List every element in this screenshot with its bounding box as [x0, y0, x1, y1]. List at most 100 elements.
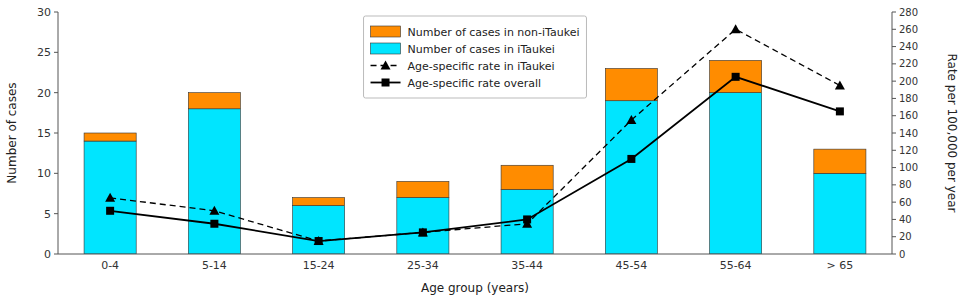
bar	[605, 101, 657, 254]
y-tick-label: 30	[37, 6, 51, 19]
marker	[210, 220, 218, 228]
bar	[710, 60, 762, 92]
legend-item: Number of cases in non-iTaukei	[371, 26, 580, 39]
y2-tick	[892, 81, 896, 82]
y-tick-label: 25	[37, 46, 51, 59]
bar	[397, 198, 449, 254]
bar	[501, 165, 553, 189]
y-tick-label: 0	[44, 248, 51, 261]
legend-label: Number of cases in iTaukei	[408, 43, 555, 56]
x-tick-label: 0-4	[101, 259, 119, 272]
bar	[710, 93, 762, 254]
line	[110, 77, 840, 241]
marker	[382, 79, 390, 87]
legend-item: Age-specific rate in iTaukei	[371, 60, 555, 73]
bar	[814, 173, 866, 254]
axes: 0510152025300204060801001201401601802002…	[37, 6, 918, 272]
chart: 0510152025300204060801001201401601802002…	[0, 0, 958, 300]
legend-label: Age-specific rate overall	[408, 77, 542, 90]
y-tick	[54, 173, 58, 174]
y2-tick	[892, 219, 896, 220]
y2-tick-label: 220	[899, 58, 918, 69]
y-tick-label: 20	[37, 87, 51, 100]
x-tick-label: 45-54	[615, 259, 647, 272]
marker	[627, 155, 635, 163]
y2-tick-label: 20	[899, 231, 912, 242]
legend-box	[364, 16, 587, 98]
x-tick-label: > 65	[827, 259, 854, 272]
bar	[84, 141, 136, 254]
legend: Number of cases in non-iTaukei Number of …	[364, 16, 587, 98]
y2-tick	[892, 184, 896, 185]
x-tick-label: 55-64	[720, 259, 752, 272]
y-axis-title: Number of cases	[5, 82, 19, 183]
marker	[523, 215, 531, 223]
y-tick	[54, 52, 58, 53]
line-series	[106, 73, 844, 245]
y2-tick-label: 0	[899, 249, 905, 260]
line	[110, 29, 840, 241]
marker	[732, 73, 740, 81]
legend-item: Age-specific rate overall	[371, 77, 542, 90]
legend-item: Number of cases in iTaukei	[371, 43, 555, 56]
legend-label: Age-specific rate in iTaukei	[408, 60, 555, 73]
y2-tick-label: 120	[899, 145, 918, 156]
y-tick	[54, 254, 58, 255]
y2-tick	[892, 46, 896, 47]
marker	[315, 237, 323, 245]
marker	[731, 24, 741, 33]
y2-tick	[892, 133, 896, 134]
y-tick	[54, 133, 58, 134]
y2-tick-label: 240	[899, 41, 918, 52]
y2-tick	[892, 29, 896, 30]
y2-tick-label: 80	[899, 179, 912, 190]
plot-area	[84, 24, 866, 254]
y2-tick	[892, 115, 896, 116]
bar	[605, 68, 657, 100]
y2-tick-label: 280	[899, 7, 918, 18]
y2-tick-label: 200	[899, 76, 918, 87]
y2-tick	[892, 167, 896, 168]
x-tick-label: 15-24	[303, 259, 335, 272]
bar	[84, 133, 136, 141]
marker	[419, 228, 427, 236]
marker	[314, 236, 324, 245]
x-axis-line	[58, 254, 892, 255]
y2-tick	[892, 63, 896, 64]
y2-tick-label: 180	[899, 93, 918, 104]
y2-tick	[892, 12, 896, 13]
y2-tick	[892, 254, 896, 255]
marker	[105, 193, 115, 202]
bar	[814, 149, 866, 173]
marker	[209, 206, 219, 215]
y2-tick-label: 40	[899, 214, 912, 225]
bar-series	[84, 60, 866, 205]
y2-tick-label: 160	[899, 110, 918, 121]
legend-key	[371, 26, 401, 37]
legend-label: Number of cases in non-iTaukei	[408, 26, 580, 39]
bar	[293, 206, 345, 254]
bar-series	[84, 93, 866, 254]
bar	[293, 198, 345, 206]
y-tick-label: 15	[37, 127, 51, 140]
x-tick-label: 25-34	[407, 259, 439, 272]
y2-tick	[892, 202, 896, 203]
marker	[106, 207, 114, 215]
y2-tick-label: 100	[899, 162, 918, 173]
x-tick-label: 35-44	[511, 259, 543, 272]
y-tick-label: 10	[37, 167, 51, 180]
y2-tick-label: 140	[899, 128, 918, 139]
bar	[397, 181, 449, 197]
marker	[626, 115, 636, 124]
y-tick	[54, 213, 58, 214]
y2-tick	[892, 150, 896, 151]
bar	[188, 93, 240, 109]
legend-key	[371, 43, 401, 54]
marker	[381, 61, 391, 70]
y2-axis-title: Rate per 100,000 per year	[945, 53, 958, 212]
x-tick-label: 5-14	[202, 259, 227, 272]
bar	[188, 109, 240, 254]
y2-tick-label: 260	[899, 24, 918, 35]
marker	[418, 227, 428, 236]
y-tick	[54, 12, 58, 13]
